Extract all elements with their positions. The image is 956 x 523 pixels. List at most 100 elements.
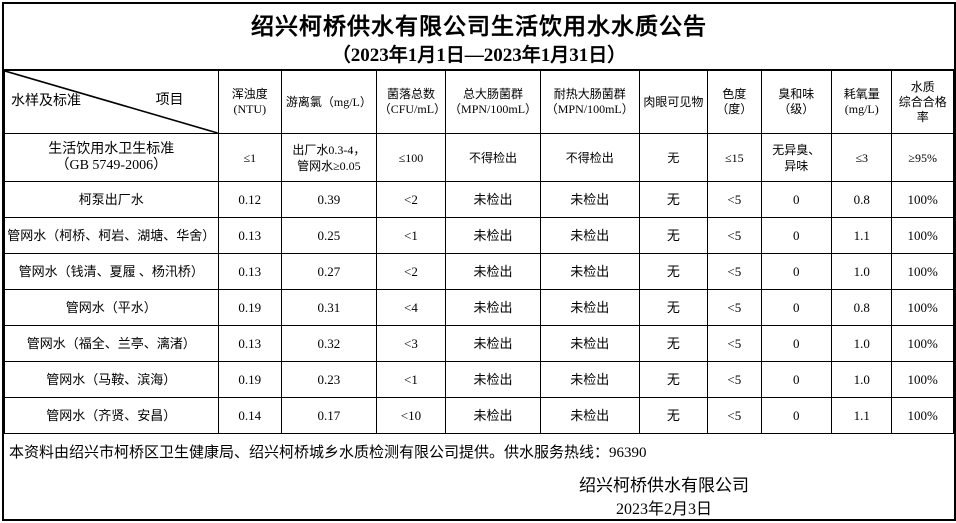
table-cell: 无 [638, 361, 709, 398]
table-cell: 0.13 [217, 217, 283, 254]
table-cell: 未检出 [445, 181, 541, 218]
table-cell: <10 [375, 397, 447, 434]
col-header-chromaticity: 色度 （度） [707, 69, 762, 134]
table-cell: <5 [707, 361, 762, 398]
table-cell: 100% [891, 217, 954, 254]
table-cell: <2 [375, 253, 447, 290]
table-cell: 无 [638, 325, 709, 362]
col-header-oxygen-consumption: 耗氧量 (mg/L) [831, 69, 893, 134]
table-cell: 未检出 [539, 289, 640, 326]
water-quality-table: 项目 水样及标准 浑浊度 (NTU) 游离氯（mg/L） 菌落总数 （CFU/m… [4, 69, 954, 434]
table-cell: 0.19 [217, 361, 283, 398]
table-cell: 未检出 [445, 325, 541, 362]
table-row: 管网水（福全、兰亭、漓渚） 0.13 0.32 <3 未检出 未检出 无 <5 … [4, 325, 954, 362]
table-cell: <5 [707, 217, 762, 254]
table-cell: 0.19 [217, 289, 283, 326]
col-header-pass-rate: 水质 综合合格率 [891, 69, 954, 134]
table-cell: 未检出 [539, 181, 640, 218]
table-cell: 100% [891, 325, 954, 362]
page-subtitle: （2023年1月1日—2023年1月31日） [331, 45, 627, 66]
table-cell: <5 [707, 325, 762, 362]
table-cell: 0 [760, 289, 833, 326]
table-cell: 出厂水0.3-4， 管网水≥0.05 [281, 133, 377, 182]
table-cell: 无 [638, 397, 709, 434]
table-cell: 未检出 [539, 361, 640, 398]
signature-block: 绍兴柯桥供水有限公司 2023年2月3日 [384, 473, 944, 519]
table-cell: 1.1 [831, 397, 893, 434]
table-cell: 无异臭、 异味 [760, 133, 833, 182]
table-cell: 0 [760, 253, 833, 290]
table-cell: <1 [375, 361, 447, 398]
corner-label-items: 项目 [155, 93, 184, 108]
table-cell: 未检出 [539, 325, 640, 362]
table-cell: 未检出 [539, 253, 640, 290]
col-header-free-chlorine: 游离氯（mg/L） [281, 69, 377, 134]
page-title: 绍兴柯桥供水有限公司生活饮用水水质公告 [251, 14, 707, 39]
table-row: 管网水（钱清、夏履 、杨汛桥） 0.13 0.27 <2 未检出 未检出 无 <… [4, 253, 954, 290]
table-cell: <5 [707, 181, 762, 218]
table-cell: 100% [891, 181, 954, 218]
table-cell: 未检出 [445, 289, 541, 326]
table-header-row: 项目 水样及标准 浑浊度 (NTU) 游离氯（mg/L） 菌落总数 （CFU/m… [4, 69, 954, 134]
row-label: 管网水（柯桥、柯岩、湖塘、华舍） [4, 217, 219, 254]
table-cell: 100% [891, 361, 954, 398]
table-cell: <4 [375, 289, 447, 326]
table-row: 柯泵出厂水 0.12 0.39 <2 未检出 未检出 无 <5 0 0.8 10… [4, 181, 954, 218]
table-cell: 0.32 [281, 325, 377, 362]
row-label: 管网水（平水） [4, 289, 219, 326]
table-row: 管网水（柯桥、柯岩、湖塘、华舍） 0.13 0.25 <1 未检出 未检出 无 … [4, 217, 954, 254]
table-row: 生活饮用水卫生标准 （GB 5749-2006） ≤1 出厂水0.3-4， 管网… [4, 133, 954, 182]
col-header-visible-matter: 肉眼可见物 [638, 69, 709, 134]
table-cell: 100% [891, 253, 954, 290]
col-header-thermotolerant-coliform: 耐热大肠菌群 （MPN/100mL） [539, 69, 640, 134]
table-cell: <2 [375, 181, 447, 218]
table-cell: ≤3 [831, 133, 893, 182]
col-header-turbidity: 浑浊度 (NTU) [217, 69, 283, 134]
table-cell: 0 [760, 217, 833, 254]
table-cell: 100% [891, 289, 954, 326]
table-cell: 0.27 [281, 253, 377, 290]
row-label: 管网水（齐贤、安昌） [4, 397, 219, 434]
row-label: 柯泵出厂水 [4, 181, 219, 218]
table-cell: 0 [760, 325, 833, 362]
diagonal-divider [5, 71, 218, 133]
table-cell: 不得检出 [539, 133, 640, 182]
table-cell: 不得检出 [445, 133, 541, 182]
table-cell: ≤100 [375, 133, 447, 182]
signature-company: 绍兴柯桥供水有限公司 [579, 476, 749, 495]
table-cell: 1.0 [831, 253, 893, 290]
corner-header-cell: 项目 水样及标准 [4, 69, 219, 134]
table-cell: <1 [375, 217, 447, 254]
table-cell: <5 [707, 289, 762, 326]
table-cell: ≤15 [707, 133, 762, 182]
table-cell: 0 [760, 181, 833, 218]
source-note: 本资料由绍兴市柯桥区卫生健康局、绍兴柯桥城乡水质检测有限公司提供。供水服务热线：… [9, 445, 647, 461]
table-cell: 0.17 [281, 397, 377, 434]
table-cell: 0.13 [217, 253, 283, 290]
table-cell: 未检出 [445, 217, 541, 254]
table-cell: ≤1 [217, 133, 283, 182]
table-cell: 无 [638, 181, 709, 218]
table-cell: 0.14 [217, 397, 283, 434]
table-cell: 未检出 [539, 217, 640, 254]
table-cell: 0.25 [281, 217, 377, 254]
table-cell: 0 [760, 397, 833, 434]
table-cell: 无 [638, 133, 709, 182]
table-cell: ≥95% [891, 133, 954, 182]
signature-date: 2023年2月3日 [615, 501, 712, 518]
table-cell: <5 [707, 253, 762, 290]
table-cell: 0.8 [831, 181, 893, 218]
table-cell: 未检出 [445, 361, 541, 398]
table-cell: 0.23 [281, 361, 377, 398]
table-cell: 无 [638, 253, 709, 290]
table-cell: 1.0 [831, 361, 893, 398]
table-cell: 未检出 [445, 253, 541, 290]
corner-label-samples: 水样及标准 [11, 94, 81, 109]
table-cell: 0.12 [217, 181, 283, 218]
table-cell: 未检出 [539, 397, 640, 434]
row-label: 管网水（福全、兰亭、漓渚） [4, 325, 219, 362]
col-header-odor-taste: 臭和味 （级） [760, 69, 833, 134]
row-label: 管网水（钱清、夏履 、杨汛桥） [4, 253, 219, 290]
table-row: 管网水（齐贤、安昌） 0.14 0.17 <10 未检出 未检出 无 <5 0 … [4, 397, 954, 434]
